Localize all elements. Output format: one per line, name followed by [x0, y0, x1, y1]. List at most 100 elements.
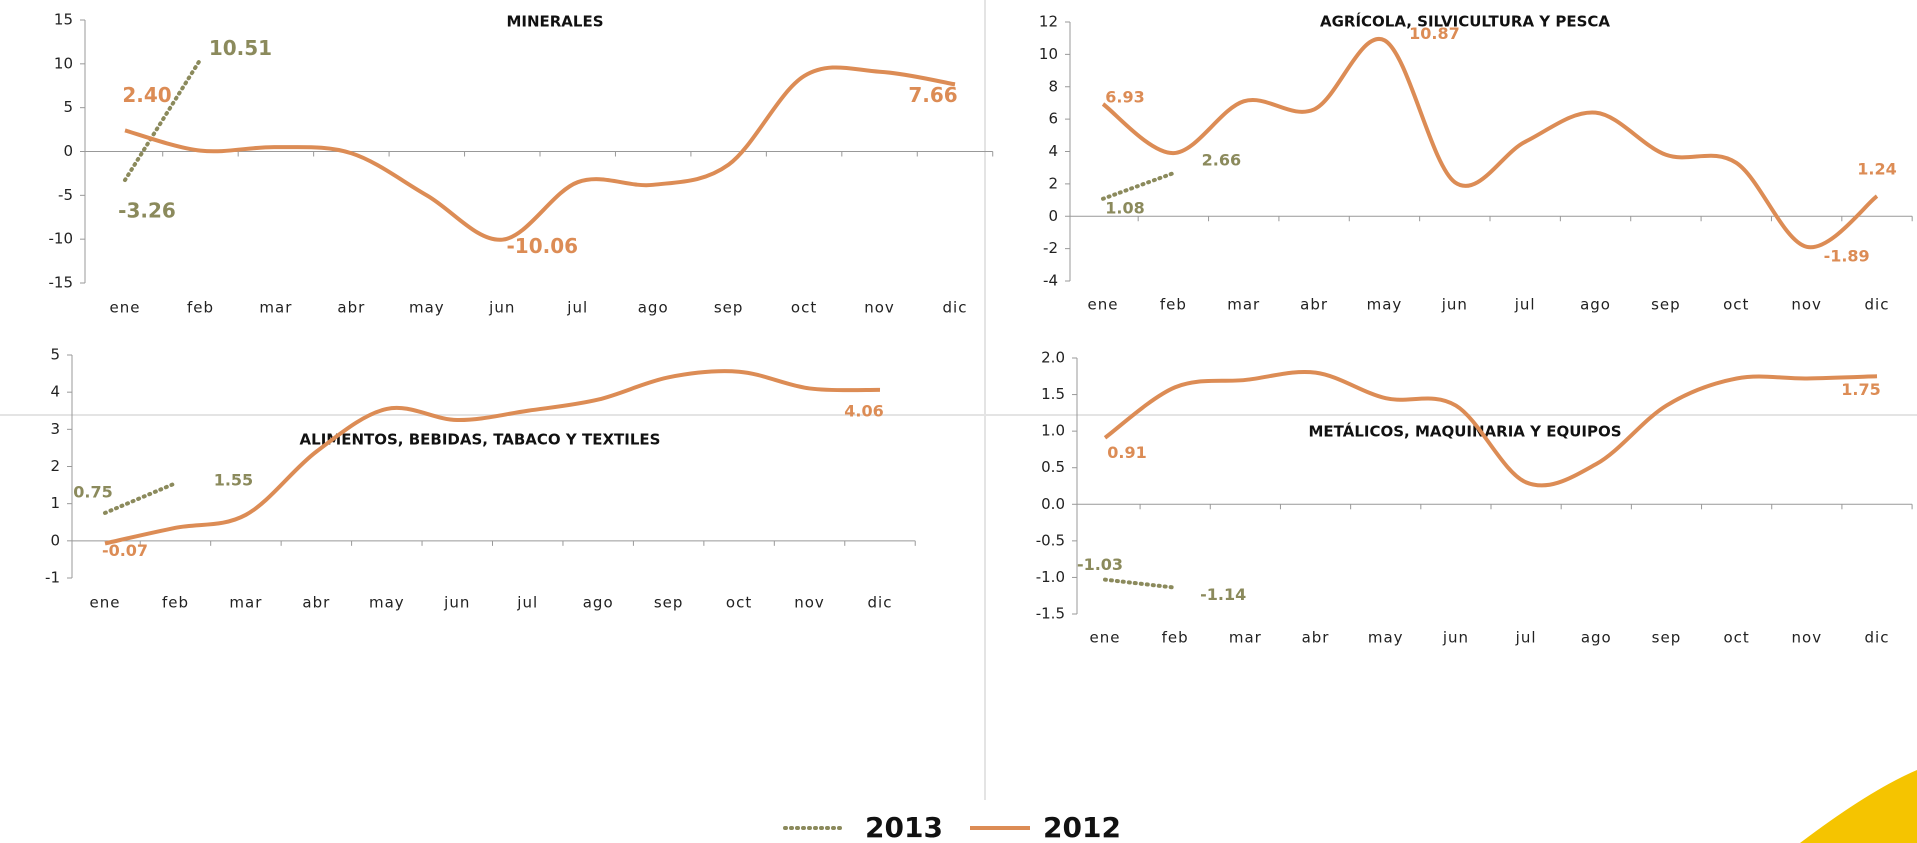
y-tick-label: 6	[1048, 110, 1058, 128]
legend-label: 2013	[865, 811, 943, 843]
x-tick-label: jun	[443, 594, 470, 612]
data-label: 2.40	[122, 83, 171, 107]
x-tick-label: mar	[229, 594, 262, 612]
x-tick-label: oct	[1723, 296, 1749, 314]
x-tick-label: sep	[1652, 629, 1682, 647]
x-tick-label: oct	[791, 299, 817, 317]
data-label: 1.55	[214, 471, 253, 490]
y-tick-label: 0	[63, 142, 73, 160]
data-label: 0.75	[73, 482, 112, 501]
chart-title: METÁLICOS, MAQUINARIA Y EQUIPOS	[1308, 422, 1621, 441]
y-tick-label: 4	[50, 383, 60, 401]
data-label: -10.06	[506, 234, 578, 258]
data-label: 1.08	[1105, 198, 1144, 217]
data-label: 2.66	[1202, 151, 1241, 170]
x-tick-label: jul	[1514, 296, 1536, 314]
data-label: -1.14	[1200, 585, 1246, 604]
y-tick-label: -1.0	[1036, 568, 1065, 586]
y-tick-label: -0.5	[1036, 531, 1065, 549]
y-tick-label: -1.5	[1036, 605, 1065, 623]
x-tick-label: oct	[1723, 629, 1749, 647]
x-tick-label: sep	[714, 299, 744, 317]
chart-title: AGRÍCOLA, SILVICULTURA Y PESCA	[1320, 12, 1610, 31]
y-tick-label: -15	[49, 274, 74, 292]
data-label: 0.91	[1107, 443, 1146, 462]
x-tick-label: jun	[488, 299, 515, 317]
y-tick-label: -4	[1043, 272, 1058, 290]
y-tick-label: 5	[63, 98, 73, 116]
x-tick-label: feb	[187, 299, 214, 317]
data-label: -1.03	[1077, 555, 1123, 574]
x-tick-label: may	[409, 299, 445, 317]
y-tick-label: 0.0	[1041, 495, 1065, 513]
y-tick-label: 0.5	[1041, 458, 1065, 476]
data-label: 1.75	[1841, 380, 1880, 399]
x-tick-label: jul	[566, 299, 588, 317]
x-tick-label: abr	[1300, 296, 1328, 314]
data-label: 7.66	[908, 83, 957, 107]
data-label: -1.89	[1824, 246, 1870, 265]
y-tick-label: -5	[58, 186, 73, 204]
decoration	[1800, 770, 1917, 843]
x-tick-label: mar	[1227, 296, 1260, 314]
x-tick-label: abr	[1302, 629, 1330, 647]
x-tick-label: jul	[1515, 629, 1537, 647]
series-line	[124, 65, 956, 242]
legend-label: 2012	[1043, 811, 1121, 843]
x-tick-label: ago	[583, 594, 614, 612]
x-tick-label: jul	[516, 594, 538, 612]
x-tick-label: ene	[1090, 629, 1121, 647]
x-tick-label: may	[1368, 629, 1404, 647]
x-tick-label: sep	[1651, 296, 1681, 314]
y-tick-label: 2	[1048, 174, 1058, 192]
chart-title: MINERALES	[506, 13, 603, 31]
x-tick-label: mar	[1229, 629, 1262, 647]
x-tick-label: may	[369, 594, 405, 612]
data-label: 4.06	[844, 401, 883, 420]
x-tick-label: nov	[1791, 296, 1822, 314]
x-tick-label: may	[1367, 296, 1403, 314]
y-tick-label: -1	[45, 569, 60, 587]
x-tick-label: ago	[638, 299, 669, 317]
y-tick-label: 15	[54, 11, 73, 29]
y-tick-label: 10	[54, 54, 73, 72]
data-label: 10.51	[209, 36, 272, 60]
x-tick-label: mar	[259, 299, 292, 317]
x-tick-label: nov	[864, 299, 895, 317]
x-tick-label: ene	[110, 299, 141, 317]
series-line	[1101, 171, 1176, 201]
x-tick-label: ago	[1580, 296, 1611, 314]
y-tick-label: 4	[1048, 142, 1058, 160]
x-tick-label: sep	[654, 594, 684, 612]
x-tick-label: feb	[1162, 629, 1189, 647]
y-tick-label: 2	[50, 457, 60, 475]
series-line	[123, 57, 203, 183]
x-tick-label: dic	[943, 299, 968, 317]
series-line	[103, 481, 178, 515]
data-label: -0.07	[102, 541, 148, 560]
x-tick-label: abr	[337, 299, 365, 317]
chart-title: ALIMENTOS, BEBIDAS, TABACO Y TEXTILES	[300, 431, 661, 449]
x-tick-label: ene	[90, 594, 121, 612]
y-tick-label: 8	[1048, 77, 1058, 95]
x-tick-label: ago	[1581, 629, 1612, 647]
y-tick-label: -2	[1043, 239, 1058, 257]
x-tick-label: jun	[1442, 629, 1469, 647]
y-tick-label: 5	[50, 346, 60, 364]
y-tick-label: 1.0	[1041, 422, 1065, 440]
data-label: -3.26	[118, 199, 176, 223]
data-label: 6.93	[1105, 88, 1144, 107]
y-tick-label: 2.0	[1041, 349, 1065, 367]
x-tick-label: ene	[1088, 296, 1119, 314]
series-line	[1103, 577, 1178, 590]
y-tick-label: 1.5	[1041, 385, 1065, 403]
y-tick-label: 3	[50, 420, 60, 438]
series-line	[104, 369, 881, 546]
y-tick-label: 10	[1039, 45, 1058, 63]
y-tick-label: 12	[1039, 13, 1058, 31]
x-tick-label: abr	[302, 594, 330, 612]
x-tick-label: feb	[1160, 296, 1187, 314]
x-tick-label: feb	[162, 594, 189, 612]
y-tick-label: 1	[50, 494, 60, 512]
